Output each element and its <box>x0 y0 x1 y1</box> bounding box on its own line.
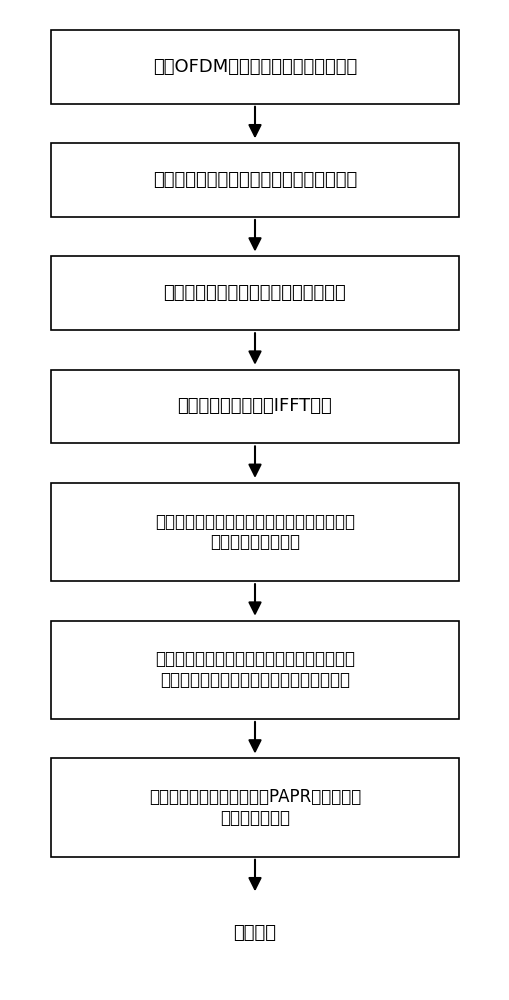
FancyBboxPatch shape <box>51 143 458 217</box>
Text: 从全部的候选信号中，选择PAPR值最小的候
选信号进行传输: 从全部的候选信号中，选择PAPR值最小的候 选信号进行传输 <box>149 788 360 827</box>
FancyBboxPatch shape <box>51 30 458 104</box>
Text: 产生二进制信号序列，并对其进行编码映射: 产生二进制信号序列，并对其进行编码映射 <box>153 171 356 189</box>
FancyBboxPatch shape <box>51 370 458 443</box>
Text: 信号输出: 信号输出 <box>233 924 276 942</box>
FancyBboxPatch shape <box>51 256 458 330</box>
FancyBboxPatch shape <box>51 758 458 857</box>
FancyBboxPatch shape <box>51 621 458 719</box>
Text: 确定OFDM系统和优化方法的相关参数: 确定OFDM系统和优化方法的相关参数 <box>153 58 356 76</box>
FancyBboxPatch shape <box>51 483 458 581</box>
Text: 对全部偶数子块序列进行相位加权，并获得此
阶段的全部候选信号: 对全部偶数子块序列进行相位加权，并获得此 阶段的全部候选信号 <box>155 513 354 551</box>
Text: 对第一子块序列进行多次交织处理，并利用已
相位加权的偶数子块序列获得新的候选信号: 对第一子块序列进行多次交织处理，并利用已 相位加权的偶数子块序列获得新的候选信号 <box>155 650 354 689</box>
Text: 对各个子块序列进行IFFT变换: 对各个子块序列进行IFFT变换 <box>177 397 332 415</box>
Text: 对编码映射后的序列进行子块序列分割: 对编码映射后的序列进行子块序列分割 <box>163 284 346 302</box>
